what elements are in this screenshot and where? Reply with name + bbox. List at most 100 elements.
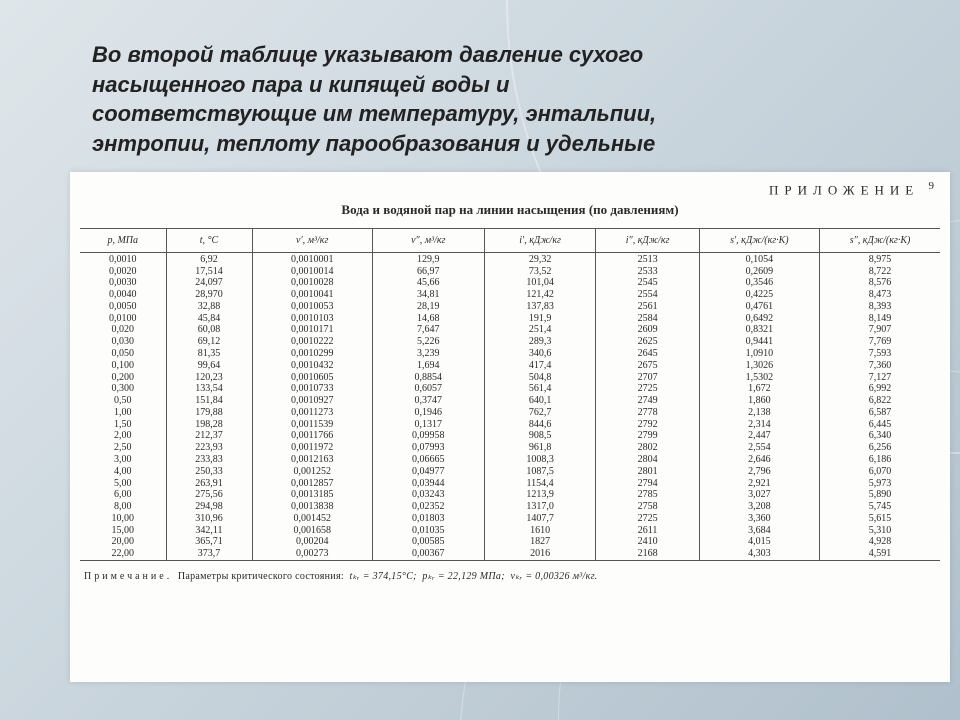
cell: 0,0011972	[252, 442, 372, 454]
cell: 0,00367	[372, 548, 484, 560]
cell: 7,907	[820, 324, 940, 336]
cell: 340,6	[484, 348, 596, 360]
table-row: 15,00342,110,0016580,01035161026113,6845…	[80, 524, 940, 536]
cell: 137,83	[484, 300, 596, 312]
cell: 81,35	[166, 348, 252, 360]
cell: 8,149	[820, 312, 940, 324]
cell: 0,050	[80, 348, 166, 360]
table-row: 8,00294,980,00138380,023521317,027583,20…	[80, 501, 940, 513]
saturation-table: p, МПаt, °Cv′, м³/кгv″, м³/кгi′, кДж/кгi…	[80, 228, 940, 560]
cell: 8,975	[820, 253, 940, 265]
cell: 0,0010103	[252, 312, 372, 324]
table-header-row: p, МПаt, °Cv′, м³/кгv″, м³/кгi′, кДж/кгi…	[80, 229, 940, 253]
cell: 6,186	[820, 454, 940, 466]
cell: 32,88	[166, 300, 252, 312]
cell: 7,360	[820, 359, 940, 371]
cell: 2,138	[699, 406, 819, 418]
cell: 2725	[596, 383, 699, 395]
table-row: 1,50198,280,00115390,1317844,627922,3146…	[80, 418, 940, 430]
cell: 2792	[596, 418, 699, 430]
cell: 0,6492	[699, 312, 819, 324]
cell: 0,03944	[372, 477, 484, 489]
cell: 0,01035	[372, 524, 484, 536]
cell: 4,015	[699, 536, 819, 548]
cell: 0,1317	[372, 418, 484, 430]
cell: 4,303	[699, 548, 819, 560]
table-row: 22,00373,70,002730,00367201621684,3034,5…	[80, 548, 940, 560]
cell: 251,4	[484, 324, 596, 336]
table-row: 0,004028,9700,001004134,81121,4225540,42…	[80, 289, 940, 301]
cell: 1,00	[80, 406, 166, 418]
cell: 1,3026	[699, 359, 819, 371]
cell: 2513	[596, 253, 699, 265]
cell: 3,00	[80, 454, 166, 466]
col-header: s″, кДж/(кг·К)	[820, 229, 940, 253]
cell: 5,310	[820, 524, 940, 536]
cell: 2611	[596, 524, 699, 536]
table-row: 0,05081,350,00102993,239340,626451,09107…	[80, 348, 940, 360]
cell: 275,56	[166, 489, 252, 501]
cell: 8,722	[820, 265, 940, 277]
cell: 3,239	[372, 348, 484, 360]
cell: 6,992	[820, 383, 940, 395]
cell: 961,8	[484, 442, 596, 454]
cell: 2,646	[699, 454, 819, 466]
cell: 129,9	[372, 253, 484, 265]
cell: 0,0010733	[252, 383, 372, 395]
table-row: 0,03069,120,00102225,226289,326250,94417…	[80, 336, 940, 348]
table-row: 0,005032,880,001005328,19137,8325610,476…	[80, 300, 940, 312]
cell: 2,447	[699, 430, 819, 442]
cell: 2675	[596, 359, 699, 371]
scanned-table-page: ПРИЛОЖЕНИЕ 9 Вода и водяной пар на линии…	[70, 172, 950, 682]
cell: 908,5	[484, 430, 596, 442]
cell: 2804	[596, 454, 699, 466]
table-row: 0,300133,540,00107330,6057561,427251,672…	[80, 383, 940, 395]
cell: 120,23	[166, 371, 252, 383]
cell: 0,0010432	[252, 359, 372, 371]
cell: 0,0040	[80, 289, 166, 301]
cell: 0,0020	[80, 265, 166, 277]
col-header: t, °C	[166, 229, 252, 253]
cell: 8,00	[80, 501, 166, 513]
cell: 0,09958	[372, 430, 484, 442]
cell: 1,672	[699, 383, 819, 395]
table-row: 0,010045,840,001010314,68191,925840,6492…	[80, 312, 940, 324]
cell: 0,0050	[80, 300, 166, 312]
cell: 0,100	[80, 359, 166, 371]
table-row: 0,00106,920,0010001129,929,3225130,10548…	[80, 253, 940, 265]
cell: 8,473	[820, 289, 940, 301]
cell: 1154,4	[484, 477, 596, 489]
cell: 2545	[596, 277, 699, 289]
cell: 1,694	[372, 359, 484, 371]
table-row: 20,00365,710,002040,00585182724104,0154,…	[80, 536, 940, 548]
cell: 2625	[596, 336, 699, 348]
cell: 0,3747	[372, 395, 484, 407]
cell: 24,097	[166, 277, 252, 289]
cell: 4,591	[820, 548, 940, 560]
cell: 0,0010222	[252, 336, 372, 348]
cell: 2778	[596, 406, 699, 418]
cell: 4,00	[80, 465, 166, 477]
cell: 0,06665	[372, 454, 484, 466]
cell: 0,9441	[699, 336, 819, 348]
cell: 0,00273	[252, 548, 372, 560]
cell: 17,514	[166, 265, 252, 277]
cell: 0,8854	[372, 371, 484, 383]
cell: 263,91	[166, 477, 252, 489]
table-row: 1,00179,880,00112730,1946762,727782,1386…	[80, 406, 940, 418]
cell: 373,7	[166, 548, 252, 560]
cell: 0,0100	[80, 312, 166, 324]
cell: 2645	[596, 348, 699, 360]
cell: 45,66	[372, 277, 484, 289]
cell: 7,593	[820, 348, 940, 360]
cell: 28,19	[372, 300, 484, 312]
cell: 223,93	[166, 442, 252, 454]
cell: 365,71	[166, 536, 252, 548]
cell: 0,00585	[372, 536, 484, 548]
cell: 0,300	[80, 383, 166, 395]
cell: 3,027	[699, 489, 819, 501]
cell: 2758	[596, 501, 699, 513]
cell: 212,37	[166, 430, 252, 442]
cell: 22,00	[80, 548, 166, 560]
col-header: i′, кДж/кг	[484, 229, 596, 253]
